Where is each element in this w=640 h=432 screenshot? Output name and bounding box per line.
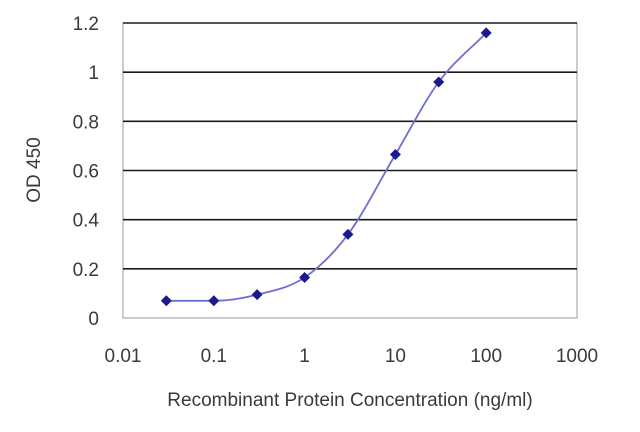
y-axis-title: OD 450 xyxy=(24,137,45,202)
data-point xyxy=(208,295,220,307)
x-tick-label: 1 xyxy=(299,346,310,367)
y-tick-label: 0.4 xyxy=(73,211,100,232)
x-tick-label: 10 xyxy=(385,346,406,367)
y-tick-label: 1 xyxy=(88,63,99,84)
x-tick-label: 0.01 xyxy=(105,346,142,367)
data-point xyxy=(251,289,263,301)
data-points xyxy=(160,27,492,307)
y-tick-label: 0.8 xyxy=(73,112,99,133)
x-tick-label: 0.1 xyxy=(201,346,227,367)
y-tick-label: 0.6 xyxy=(73,162,99,183)
y-tick-label: 0 xyxy=(88,309,99,330)
x-axis-tick-labels: 0.01 0.1 1 10 100 1000 xyxy=(105,346,599,367)
data-point xyxy=(433,76,445,88)
data-point xyxy=(342,228,354,240)
data-point xyxy=(480,27,492,39)
data-point xyxy=(299,271,311,283)
y-axis-tick-labels: 0 0.2 0.4 0.6 0.8 1 1.2 xyxy=(73,14,100,330)
data-point xyxy=(389,149,401,161)
y-tick-label: 1.2 xyxy=(73,14,99,35)
x-tick-label: 100 xyxy=(470,346,502,367)
y-tick-label: 0.2 xyxy=(73,260,99,281)
x-tick-label: 1000 xyxy=(556,346,598,367)
grid-lines xyxy=(123,22,577,270)
x-axis-title: Recombinant Protein Concentration (ng/ml… xyxy=(167,390,532,411)
data-point xyxy=(160,295,172,307)
